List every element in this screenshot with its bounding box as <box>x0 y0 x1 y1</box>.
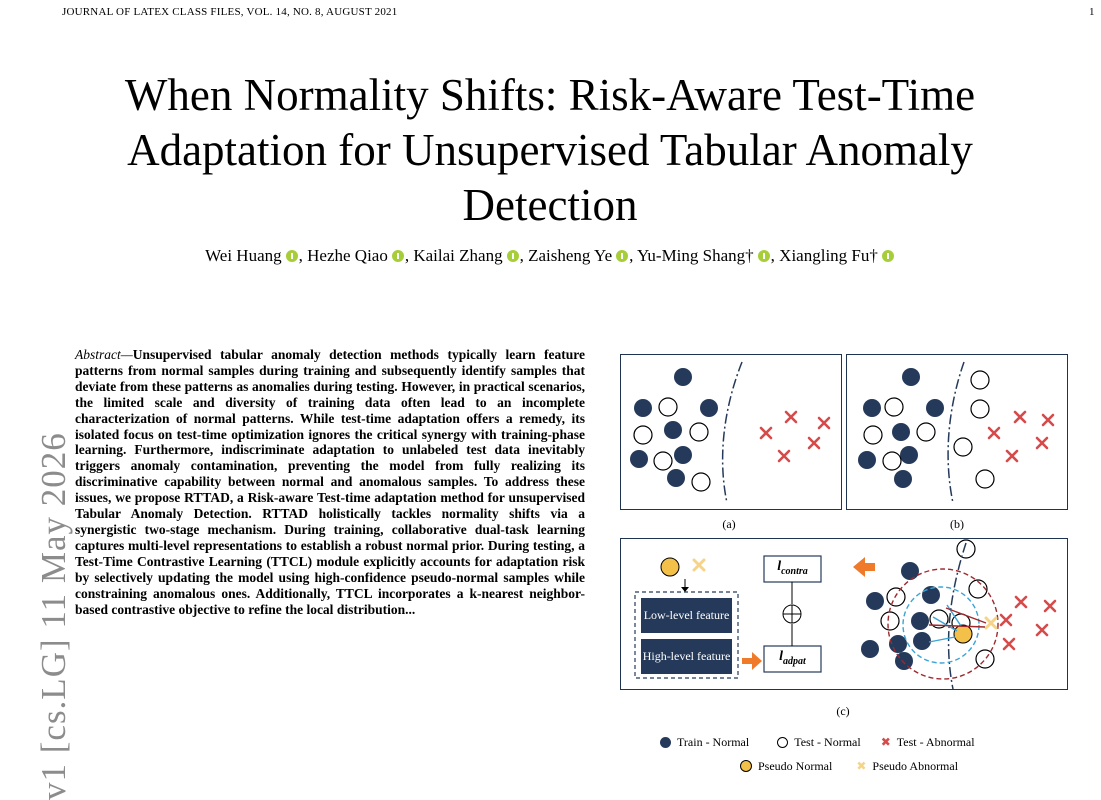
orcid-icon[interactable] <box>391 250 404 262</box>
panel-b-plot <box>858 361 1055 504</box>
orcid-icon[interactable] <box>616 250 629 262</box>
figure-panel-c: Low-level feature High-level feature lco… <box>620 538 1068 690</box>
author-name: Kailai Zhang <box>413 246 503 265</box>
legend-row-2: Pseudo Normal ✖ Pseudo Abnormal <box>740 758 958 774</box>
orcid-icon[interactable] <box>757 250 770 262</box>
page-number: 1 <box>1089 6 1095 18</box>
orcid-icon[interactable] <box>506 250 519 262</box>
arxiv-stamp: v1 [cs.LG] 11 May 2026 <box>34 432 73 800</box>
legend-pseudo-normal: Pseudo Normal <box>758 758 833 773</box>
l-contra-label: lcontra <box>777 559 808 577</box>
figure-panel-a <box>620 354 842 510</box>
author-name: Hezhe Qiao <box>307 246 388 265</box>
high-level-feature-box: High-level feature <box>642 649 731 663</box>
low-level-feature-box: Low-level feature <box>643 608 730 622</box>
orcid-icon[interactable] <box>285 250 298 262</box>
test-abnormal-icon: ✖ <box>880 735 891 750</box>
pseudo-normal-icon <box>740 760 752 773</box>
author-name: Zaisheng Ye <box>528 246 613 265</box>
caption-a: (a) <box>722 517 736 531</box>
panel-c-plot <box>634 539 1057 690</box>
legend-row-1: Train - Normal Test - Normal ✖ Test - Abn… <box>660 734 975 750</box>
figure-panel-b <box>846 354 1068 510</box>
orcid-icon[interactable] <box>881 250 894 262</box>
l-adpat-label: ladpat <box>779 649 806 667</box>
author-name: Xiangling Fu† <box>779 246 878 265</box>
train-normal-icon <box>660 736 671 748</box>
paper-title: When Normality Shifts: Risk-Aware Test-T… <box>124 70 976 230</box>
abstract-text: Unsupervised tabular anomaly detection m… <box>75 347 585 617</box>
pseudo-abnormal-icon: ✖ <box>856 759 867 774</box>
author-name: Wei Huang <box>205 246 282 265</box>
panel-a-plot <box>630 361 831 504</box>
abstract: Abstract—Unsupervised tabular anomaly de… <box>75 347 585 617</box>
abstract-lead: Abstract— <box>75 347 133 362</box>
caption-b: (b) <box>950 517 964 531</box>
author-name: Yu-Ming Shang† <box>637 246 754 265</box>
author-list: Wei Huang, Hezhe Qiao, Kailai Zhang, Zai… <box>60 246 1040 266</box>
legend-pseudo-abnormal: Pseudo Abnormal <box>872 758 959 773</box>
legend-train-normal: Train - Normal <box>677 734 750 749</box>
running-header: JOURNAL OF LATEX CLASS FILES, VOL. 14, N… <box>62 6 398 18</box>
legend-test-abnormal: Test - Abnormal <box>896 734 975 749</box>
test-normal-icon <box>777 736 789 748</box>
caption-c: (c) <box>836 704 850 718</box>
legend-test-normal: Test - Normal <box>794 734 861 749</box>
